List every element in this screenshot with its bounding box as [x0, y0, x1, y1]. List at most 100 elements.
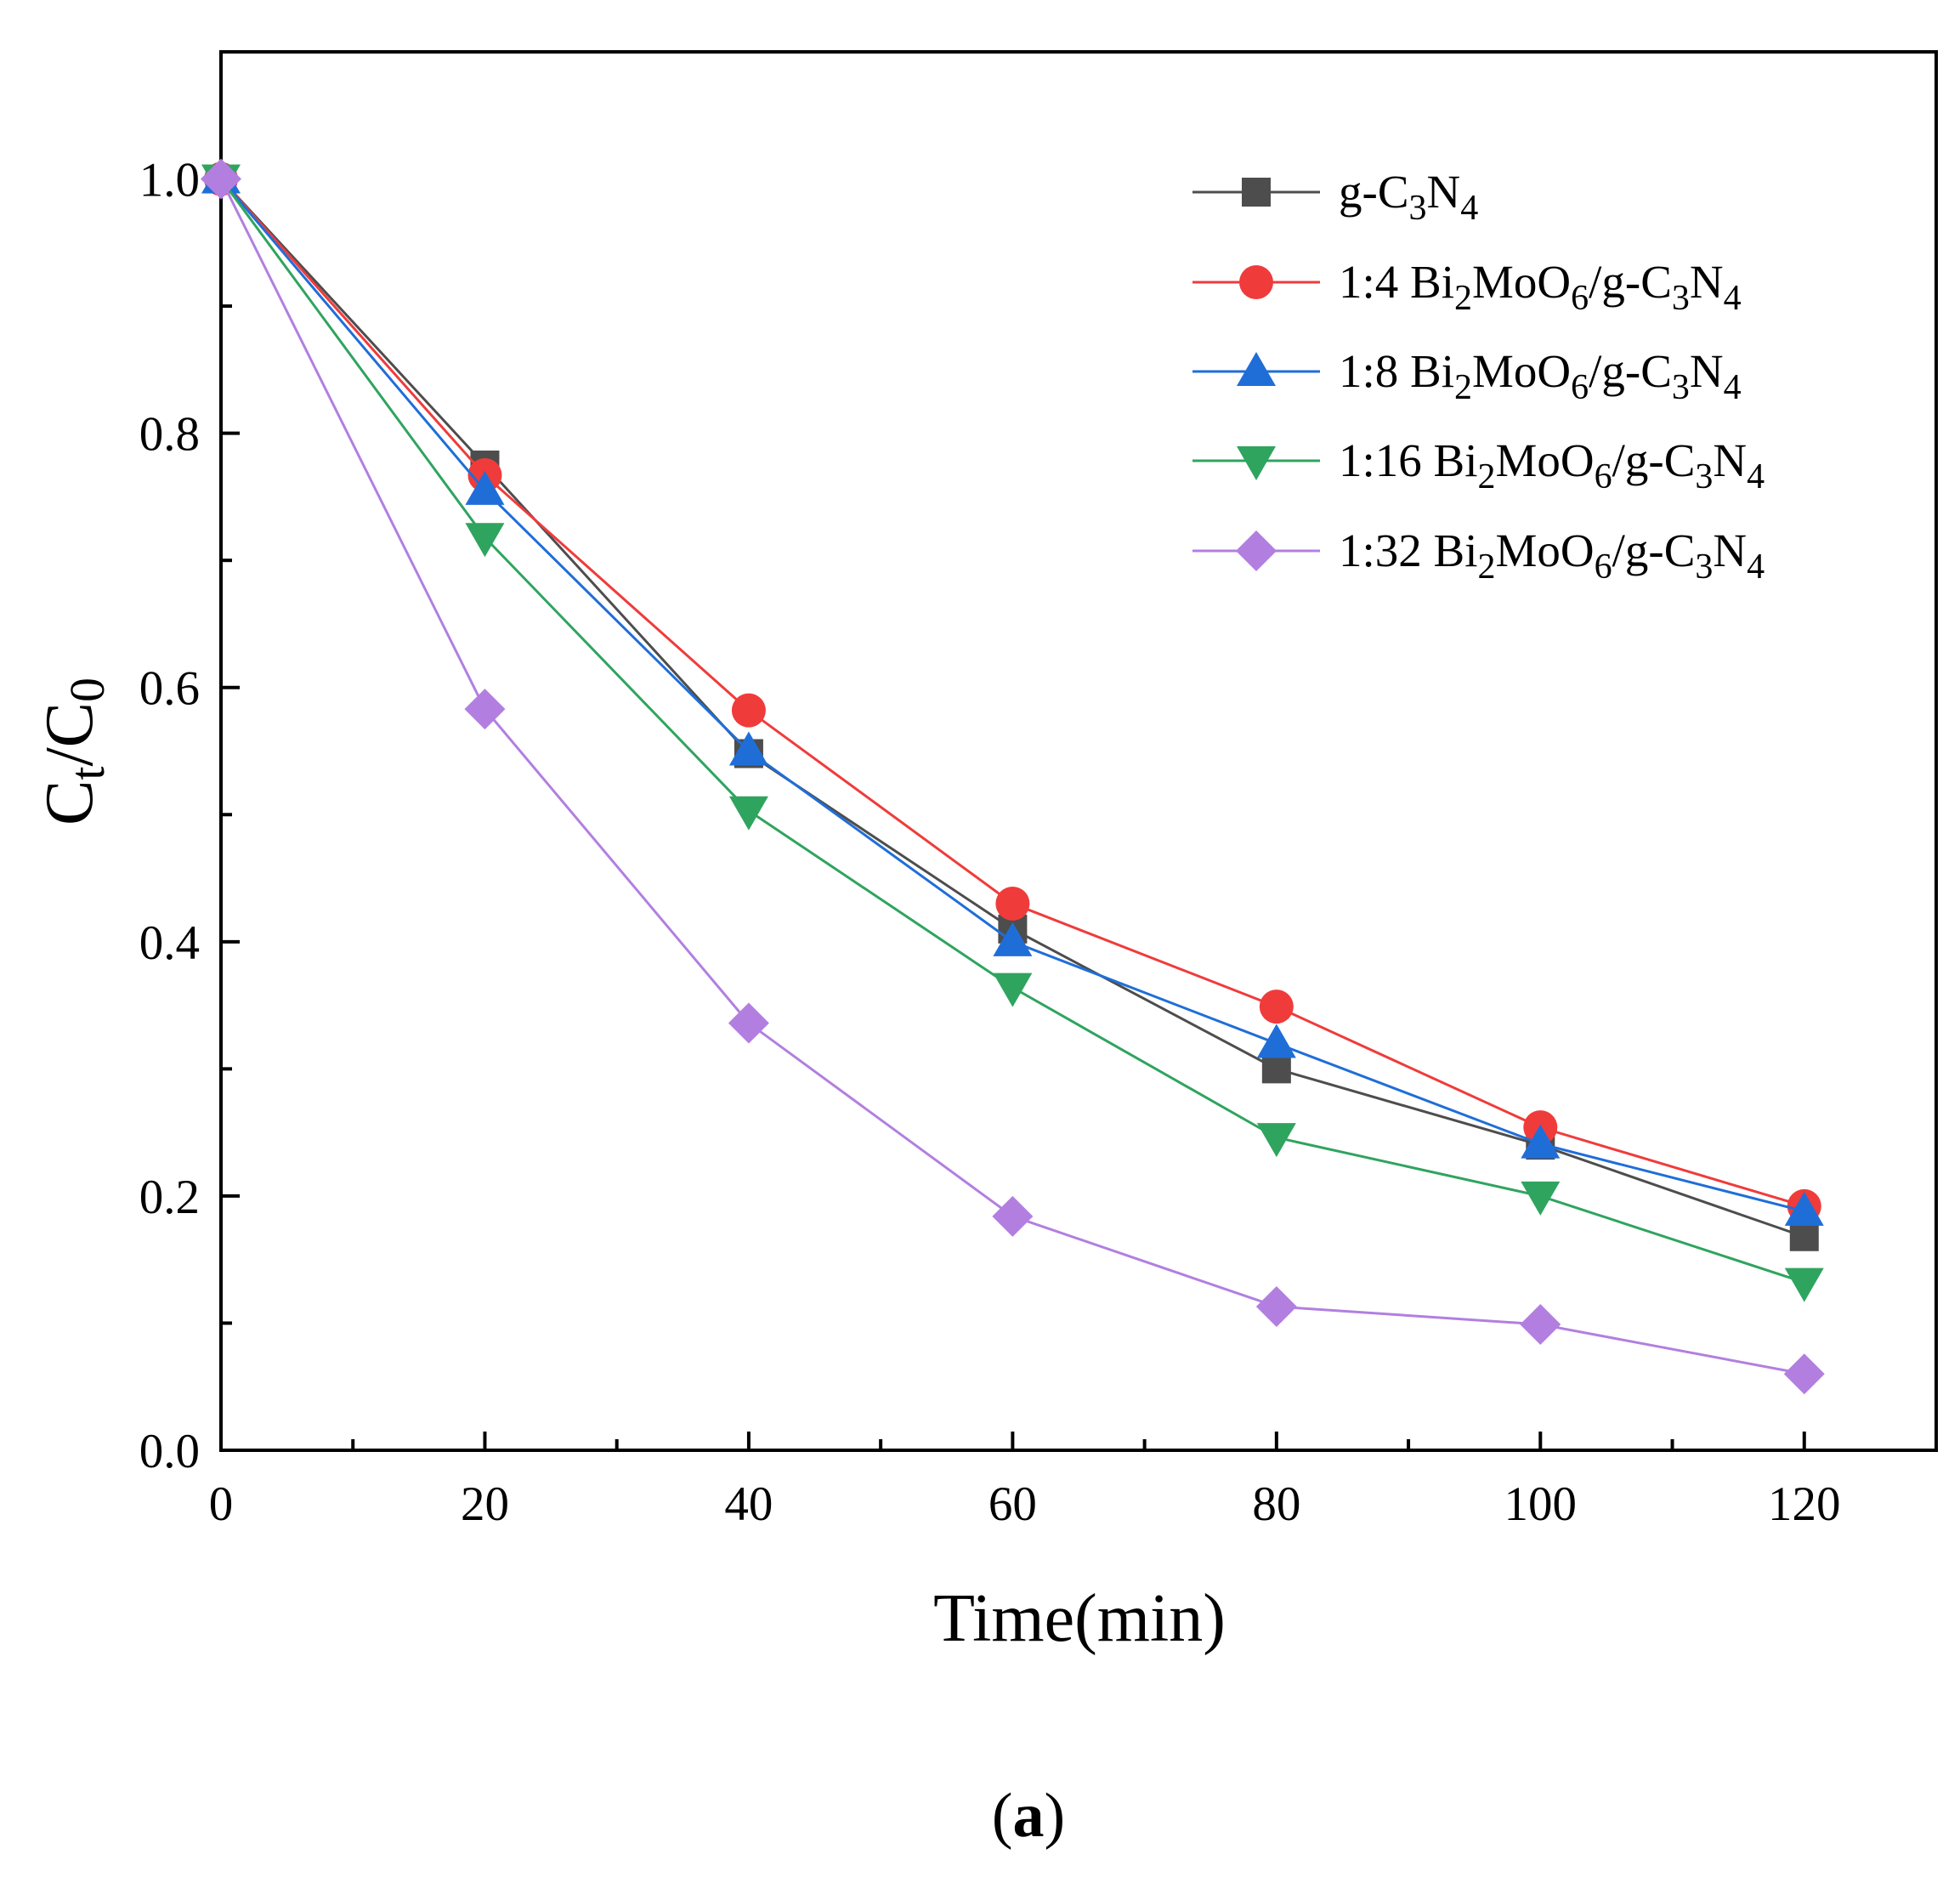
legend-label: 1:32 Bi2MoO6/g-C3N4 — [1339, 525, 1765, 587]
legend-marker — [1236, 530, 1277, 571]
legend-item-4: 1:16 Bi2MoO6/g-C3N4 — [1192, 434, 1765, 496]
legend-label-subscript: 3 — [1409, 189, 1427, 228]
legend-label-part: /g-C — [1612, 525, 1696, 576]
legend-label-subscript: 3 — [1672, 279, 1690, 318]
data-point — [1256, 1123, 1296, 1158]
series-3 — [201, 159, 1824, 1226]
legend-label-part: N — [1690, 345, 1724, 397]
ticks: 0 20 40 60 80 100 120 0.0 0.2 0.4 0.6 0.8 1.0 — [139, 154, 1841, 1531]
legend-label: g-C3N4 — [1339, 166, 1478, 228]
data-point — [1789, 1222, 1819, 1251]
data-point — [728, 796, 768, 831]
data-point — [1784, 1267, 1824, 1302]
data-point — [1259, 990, 1294, 1024]
x-tick-label: 60 — [988, 1477, 1037, 1531]
legend-label-subscript: 6 — [1571, 279, 1589, 318]
y-tick-label: 0.0 — [139, 1425, 200, 1478]
legend-label-part: g-C — [1339, 166, 1409, 218]
legend-label-subscript: 4 — [1724, 279, 1742, 318]
y-tick-label: 0.2 — [139, 1171, 200, 1224]
legend-marker — [1242, 178, 1271, 207]
legend-label-subscript: 4 — [1747, 547, 1765, 587]
data-point — [465, 470, 505, 505]
legend-marker — [1237, 352, 1276, 386]
legend-label-subscript: 6 — [1595, 547, 1612, 587]
data-point — [465, 523, 505, 558]
y-axis-title-sub-0: 0 — [59, 678, 115, 702]
legend-marker — [1239, 265, 1273, 299]
legend-item-5: 1:32 Bi2MoO6/g-C3N4 — [1192, 525, 1765, 587]
legend-label: 1:16 Bi2MoO6/g-C3N4 — [1339, 434, 1765, 496]
legend-label-subscript: 2 — [1478, 457, 1496, 496]
legend-label-subscript: 6 — [1595, 457, 1612, 496]
legend-label-subscript: 4 — [1460, 189, 1478, 228]
series-layer — [201, 158, 1825, 1395]
data-point — [993, 973, 1033, 1007]
legend-label-part: N — [1427, 166, 1461, 218]
legend-label-subscript: 3 — [1695, 457, 1713, 496]
legend-item-3: 1:8 Bi2MoO6/g-C3N4 — [1192, 345, 1742, 407]
legend-label-subscript: 6 — [1571, 368, 1589, 407]
data-point — [464, 689, 506, 730]
panel-label: (a) — [992, 1781, 1065, 1851]
legend-label-part: 1:8 Bi — [1339, 345, 1454, 397]
series-4 — [201, 164, 1824, 1302]
data-point — [728, 1002, 769, 1044]
data-point — [1783, 1353, 1825, 1395]
series-1 — [207, 164, 1819, 1251]
panel-label-letter: a — [1013, 1781, 1045, 1851]
legend-label-part: MoO — [1496, 525, 1595, 576]
data-point — [728, 731, 768, 766]
legend-label-part: N — [1690, 256, 1724, 308]
legend-item-2: 1:4 Bi2MoO6/g-C3N4 — [1192, 256, 1742, 318]
legend-label-part: 1:32 Bi — [1339, 525, 1478, 576]
series-5 — [201, 158, 1825, 1395]
legend-label-part: /g-C — [1589, 256, 1672, 308]
legend-label-part: MoO — [1472, 256, 1571, 308]
legend-label: 1:8 Bi2MoO6/g-C3N4 — [1339, 345, 1742, 407]
legend-label-subscript: 4 — [1724, 368, 1742, 407]
legend-label-subscript: 2 — [1454, 279, 1472, 318]
panel-label-close: ) — [1045, 1781, 1066, 1851]
legend-label-subscript: 3 — [1672, 368, 1690, 407]
series-line — [219, 178, 1805, 1213]
plot-frame — [219, 50, 1938, 1452]
data-point — [201, 158, 241, 200]
data-point — [731, 693, 766, 728]
x-tick-label: 120 — [1768, 1477, 1841, 1531]
legend-label-part: /g-C — [1612, 434, 1696, 486]
legend-marker — [1237, 446, 1276, 480]
legend-label-part: MoO — [1496, 434, 1595, 486]
y-tick-label: 0.4 — [139, 916, 200, 970]
legend-label-part: N — [1713, 434, 1747, 486]
data-point — [995, 886, 1030, 921]
data-point — [1520, 1303, 1561, 1345]
data-point — [1255, 1286, 1297, 1328]
legend-label-subscript: 4 — [1747, 457, 1765, 496]
data-point — [993, 921, 1033, 956]
panel-label-open: ( — [992, 1781, 1013, 1851]
x-tick-label: 0 — [209, 1477, 234, 1531]
data-point — [1261, 1054, 1291, 1084]
legend-label: 1:4 Bi2MoO6/g-C3N4 — [1339, 256, 1742, 318]
legend-item-1: g-C3N4 — [1192, 166, 1478, 228]
y-axis-title-sub-t: t — [59, 767, 115, 780]
y-axis-title-main: C — [32, 780, 107, 825]
series-2 — [204, 162, 1821, 1223]
legend-label-part: N — [1713, 525, 1747, 576]
legend-label-subscript: 2 — [1478, 547, 1496, 587]
x-tick-label: 40 — [724, 1477, 773, 1531]
legend-label-part: MoO — [1472, 345, 1571, 397]
x-axis-title: Time(min) — [933, 1581, 1226, 1656]
data-point — [992, 1195, 1034, 1237]
y-tick-label: 0.8 — [139, 408, 200, 462]
data-point — [1521, 1181, 1561, 1216]
legend-label-part: 1:4 Bi — [1339, 256, 1454, 308]
y-tick-label: 1.0 — [139, 154, 200, 207]
y-axis-title: Ct/C0 — [32, 678, 115, 825]
x-tick-label: 20 — [461, 1477, 509, 1531]
legend-label-part: /g-C — [1589, 345, 1672, 397]
series-line — [219, 178, 1805, 1208]
